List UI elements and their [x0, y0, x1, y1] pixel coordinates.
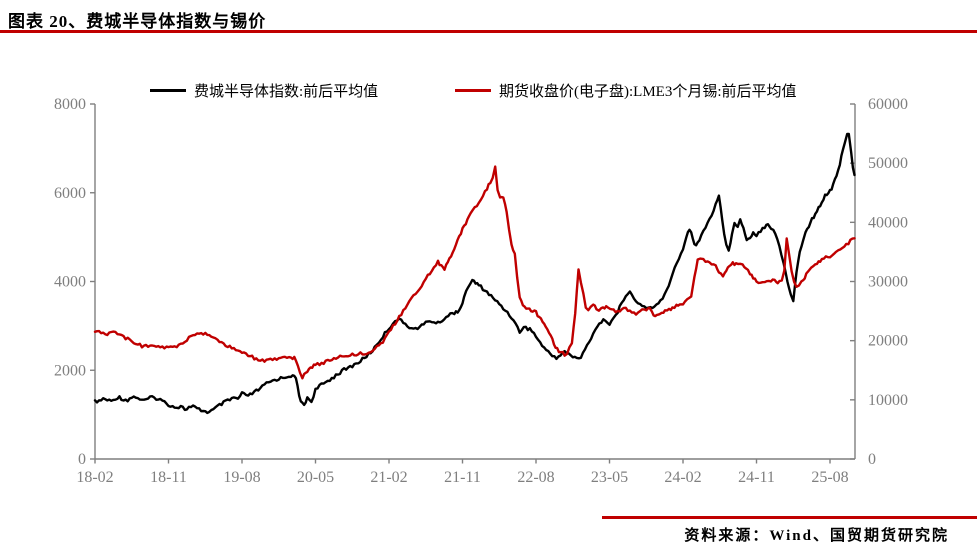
x-tick-label: 21-11	[444, 469, 481, 486]
y-right-tick-label: 20000	[868, 333, 908, 350]
legend-item-sox: 费城半导体指数:前后平均值	[150, 80, 378, 101]
x-tick-label: 18-02	[76, 469, 113, 486]
source-top-rule	[602, 516, 977, 519]
series-line-tin	[93, 165, 856, 380]
y-right-tick-label: 60000	[868, 96, 908, 113]
x-tick-label: 23-05	[591, 469, 628, 486]
x-tick-label: 20-05	[297, 469, 334, 486]
x-tick-label: 24-02	[664, 469, 701, 486]
y-right-tick-label: 50000	[868, 155, 908, 172]
y-left-tick-label: 8000	[54, 96, 86, 113]
x-tick-label: 25-08	[811, 469, 848, 486]
title-underline-rule	[0, 30, 977, 33]
y-right-tick-label: 10000	[868, 392, 908, 409]
legend-item-tin: 期货收盘价(电子盘):LME3个月锡:前后平均值	[455, 80, 797, 101]
x-tick-label: 22-08	[517, 469, 554, 486]
legend-label-tin: 期货收盘价(电子盘):LME3个月锡:前后平均值	[499, 84, 797, 100]
y-left-tick-label: 2000	[54, 362, 86, 379]
chart-title: 图表 20、费城半导体指数与锡价	[8, 12, 267, 31]
source-text: 资料来源：Wind、国贸期货研究院	[684, 528, 949, 544]
x-tick-label: 24-11	[738, 469, 775, 486]
y-right-tick-label: 0	[868, 451, 876, 468]
y-right-tick-label: 40000	[868, 214, 908, 231]
legend-label-sox: 费城半导体指数:前后平均值	[194, 84, 379, 100]
series-line-sox	[93, 132, 856, 415]
y-left-tick-label: 6000	[54, 185, 86, 202]
y-right-tick-label: 30000	[868, 274, 908, 291]
x-tick-label: 19-08	[223, 469, 260, 486]
y-left-tick-label: 4000	[54, 274, 86, 291]
x-tick-label: 18-11	[150, 469, 187, 486]
y-left-tick-label: 0	[78, 451, 86, 468]
black-line-swatch	[150, 89, 186, 92]
red-line-swatch	[455, 89, 491, 92]
x-tick-label: 21-02	[370, 469, 407, 486]
